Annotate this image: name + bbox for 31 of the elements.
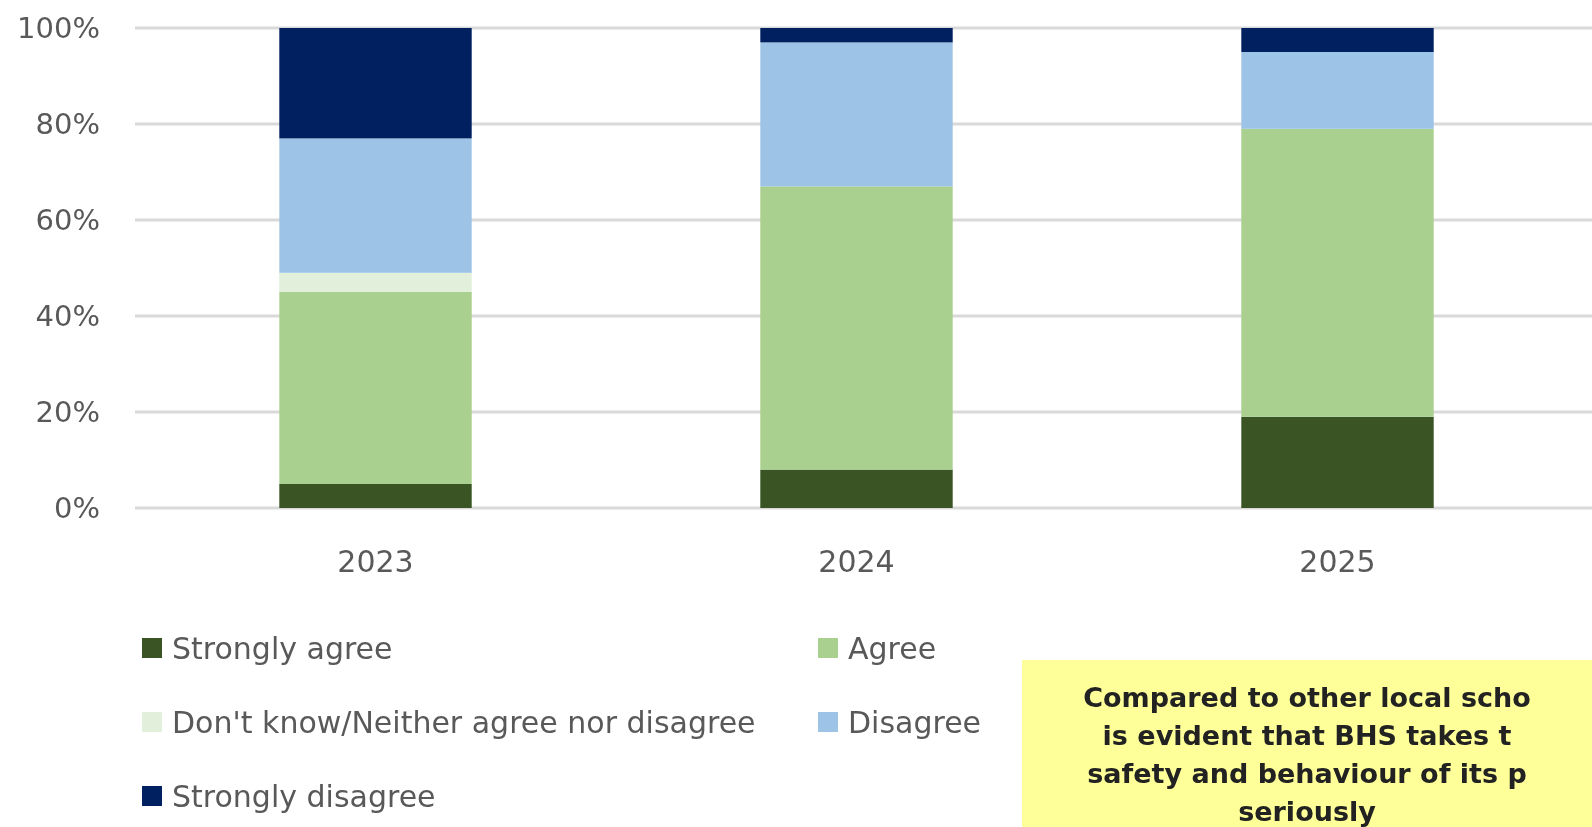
- y-tick-label: 40%: [35, 299, 100, 333]
- y-tick-label: 20%: [35, 395, 100, 429]
- legend-label: Strongly disagree: [172, 778, 436, 814]
- bar: [1241, 128, 1434, 417]
- x-tick-label: 2025: [1299, 543, 1376, 579]
- bar: [760, 42, 953, 187]
- bar: [1241, 52, 1434, 129]
- x-tick-label: 2023: [337, 543, 414, 579]
- x-tick-label: 2024: [818, 543, 895, 579]
- legend-label: Agree: [848, 630, 937, 666]
- bar: [279, 28, 472, 139]
- bar: [1241, 28, 1434, 52]
- legend-label: Strongly agree: [172, 630, 393, 666]
- y-tick-label: 80%: [35, 107, 100, 141]
- legend-label: Disagree: [848, 704, 982, 740]
- bar: [760, 28, 953, 43]
- bar: [760, 469, 953, 508]
- bar: [279, 292, 472, 484]
- text: seriously: [1238, 795, 1377, 827]
- bar: [279, 138, 472, 273]
- bar: [1241, 416, 1434, 508]
- legend-label: Don't know/Neither agree nor disagree: [172, 704, 756, 740]
- bar: [760, 186, 953, 470]
- y-tick-label: 0%: [53, 491, 100, 525]
- text: is evident that BHS takes t: [1102, 719, 1512, 751]
- bar: [279, 484, 472, 508]
- text: safety and behaviour of its p: [1087, 757, 1527, 789]
- bar: [279, 272, 472, 292]
- y-tick-label: 100%: [17, 11, 100, 45]
- text: Compared to other local scho: [1083, 681, 1531, 713]
- y-tick-label: 60%: [35, 203, 100, 237]
